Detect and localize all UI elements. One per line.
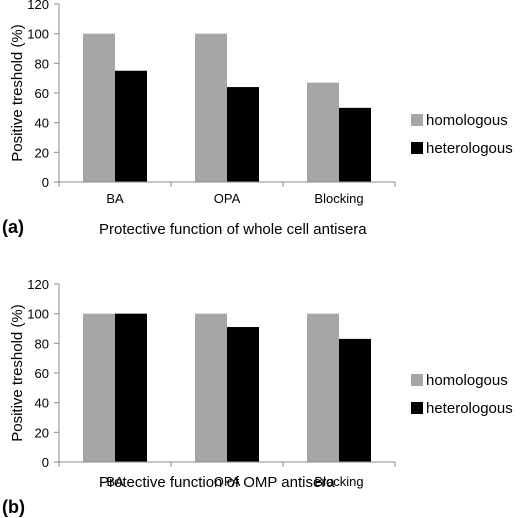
y-axis-label: Positive treshold (%): [9, 304, 26, 442]
y-tick-label: 60: [35, 366, 49, 381]
y-tick-label: 100: [27, 27, 49, 42]
bar-homologous-opa: [195, 33, 227, 182]
bar-heterologous-blocking: [339, 338, 371, 462]
bar-homologous-blocking: [307, 313, 339, 462]
y-tick-label: 80: [35, 56, 49, 71]
bar-homologous-ba: [83, 33, 115, 182]
x-tick-label: Blocking: [314, 191, 363, 206]
bar-homologous-ba: [83, 313, 115, 462]
legend-swatch-heterologous: [411, 142, 423, 154]
legend-swatch-homologous: [411, 114, 423, 126]
y-tick-label: 0: [42, 455, 49, 470]
legend-label-homologous: homologous: [426, 112, 508, 129]
legend-swatch-heterologous: [411, 402, 423, 414]
x-axis-label: Protective function of OMP antisera: [99, 474, 335, 491]
y-tick-label: 80: [35, 336, 49, 351]
y-tick-label: 40: [35, 396, 49, 411]
bar-heterologous-opa: [227, 87, 259, 182]
y-tick-label: 20: [35, 425, 49, 440]
y-tick-label: 20: [35, 145, 49, 160]
bar-homologous-opa: [195, 313, 227, 462]
legend-swatch-homologous: [411, 374, 423, 386]
x-tick-label: BA: [106, 191, 124, 206]
x-tick-label: Blocking: [314, 474, 363, 489]
bar-heterologous-ba: [115, 313, 147, 462]
x-axis-label: Protective function of whole cell antise…: [99, 221, 367, 238]
y-tick-label: 40: [35, 116, 49, 131]
y-tick-label: 100: [27, 307, 49, 322]
y-tick-label: 60: [35, 86, 49, 101]
legend-label-homologous: homologous: [426, 372, 508, 389]
bar-homologous-blocking: [307, 82, 339, 182]
bar-heterologous-blocking: [339, 107, 371, 182]
panel-label: (a): [2, 217, 24, 237]
y-tick-label: 120: [27, 277, 49, 292]
y-axis-label: Positive treshold (%): [9, 24, 26, 162]
legend-label-heterologous: heterologous: [426, 400, 513, 417]
y-tick-label: 120: [27, 0, 49, 12]
bar-heterologous-ba: [115, 70, 147, 182]
bar-heterologous-opa: [227, 327, 259, 462]
legend-label-heterologous: heterologous: [426, 140, 513, 157]
x-tick-label: OPA: [214, 474, 241, 489]
panel-label: (b): [2, 497, 25, 517]
x-tick-label: BA: [106, 474, 124, 489]
y-tick-label: 0: [42, 175, 49, 190]
x-tick-label: OPA: [214, 191, 241, 206]
